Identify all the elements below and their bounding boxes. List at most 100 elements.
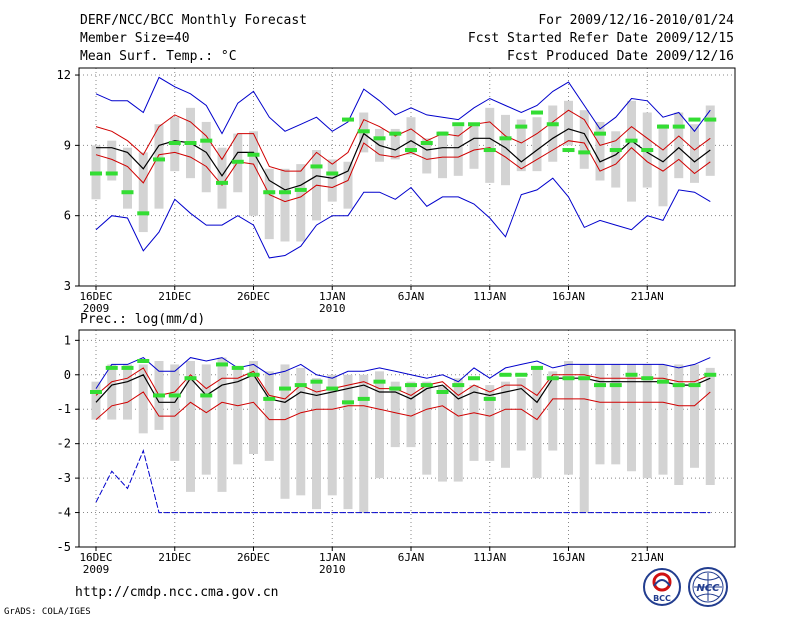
x-tick-label: 26DEC: [237, 551, 270, 564]
ensemble-box: [501, 114, 510, 186]
observed-marker: [326, 386, 339, 391]
ensemble-box: [201, 364, 211, 475]
lower-spread-line: [95, 391, 711, 421]
y-tick-label: 3: [64, 279, 71, 293]
observed-marker: [357, 129, 370, 134]
x-tick-label: 21DEC: [158, 290, 191, 303]
precip-panel-title: Prec.: log(mm/d): [80, 312, 205, 327]
temp-panel-title: Mean Surf. Temp.: °C: [80, 49, 237, 64]
x-tick-label: 21JAN: [631, 290, 664, 303]
ensemble-box: [438, 131, 447, 179]
observed-marker: [531, 365, 543, 370]
ensemble-box: [406, 117, 416, 155]
observed-marker: [342, 400, 354, 405]
ensemble-box: [485, 385, 495, 461]
observed-marker: [373, 379, 386, 384]
upper-spread-line: [95, 109, 711, 172]
ensemble-box: [579, 364, 589, 513]
x-tick-label: 1JAN: [319, 290, 346, 303]
ensemble-box: [469, 124, 479, 169]
x-tick-label: 11JAN: [473, 290, 506, 303]
ensemble-box: [658, 124, 668, 207]
observed-marker: [625, 138, 638, 143]
y-tick-label: 6: [64, 209, 71, 223]
observed-marker: [452, 383, 465, 388]
y-tick-label: 0: [64, 368, 71, 382]
ensemble-box: [406, 381, 416, 448]
ensemble-box: [107, 140, 117, 181]
ensemble-box: [564, 361, 573, 475]
observed-marker: [420, 141, 433, 146]
ensemble-box: [249, 131, 258, 216]
member-size-label: Member Size=40: [80, 31, 190, 46]
ensemble-box: [264, 371, 274, 461]
x-tick-label: 1JAN: [319, 551, 346, 564]
x-tick-label: 6JAN: [398, 290, 425, 303]
min-line: [95, 177, 711, 259]
observed-marker: [310, 379, 323, 384]
ensemble-box: [264, 168, 274, 240]
ensemble-box: [548, 371, 558, 451]
observed-marker: [137, 359, 150, 363]
x-tick-label: 6JAN: [398, 551, 425, 564]
observed-marker: [672, 383, 685, 388]
observed-marker: [263, 190, 276, 195]
observed-marker: [389, 386, 402, 391]
observed-marker: [436, 131, 449, 136]
ensemble-box: [296, 367, 306, 496]
ensemble-box: [201, 121, 211, 193]
y-tick-label: -5: [57, 540, 71, 554]
observed-marker: [279, 190, 291, 195]
upper-spread-line: [95, 367, 711, 400]
observed-marker: [657, 124, 669, 129]
observed-marker: [200, 393, 213, 398]
observed-marker: [609, 383, 622, 388]
ensemble-box: [312, 378, 321, 510]
ensemble-box: [375, 371, 384, 479]
x-tick-label: 26DEC: [237, 290, 270, 303]
observed-marker: [468, 376, 480, 381]
observed-marker: [216, 362, 228, 367]
ncc-logo-text: NCC: [696, 583, 720, 594]
observed-marker: [137, 211, 150, 216]
ensemble-box: [422, 381, 432, 475]
observed-marker: [641, 376, 654, 381]
observed-marker: [499, 136, 512, 141]
observed-marker: [609, 148, 622, 153]
observed-marker: [153, 157, 165, 162]
observed-marker: [294, 187, 307, 192]
observed-marker: [168, 141, 181, 146]
observed-marker: [231, 365, 244, 370]
period-label: For 2009/12/16-2010/01/24: [538, 13, 734, 28]
ensemble-box: [485, 107, 495, 183]
bcc-logo: BCC: [643, 568, 681, 606]
x-tick-sublabel: 2010: [319, 302, 346, 315]
observed-marker: [231, 159, 244, 164]
ensemble-box: [123, 364, 132, 420]
observed-marker: [499, 372, 512, 377]
source-url: http://cmdp.ncc.cma.gov.cn: [75, 585, 279, 600]
ensemble-box: [438, 385, 447, 482]
y-tick-label: -1: [57, 402, 71, 416]
observed-marker: [672, 124, 685, 129]
observed-marker: [90, 171, 102, 176]
observed-marker: [483, 148, 496, 153]
ensemble-mean-line: [95, 374, 711, 404]
observed-marker: [184, 376, 197, 381]
observed-marker: [531, 110, 543, 115]
ensemble-box: [217, 357, 227, 492]
ensemble-box: [674, 112, 684, 179]
ensemble-box: [469, 385, 479, 461]
ensemble-box: [658, 364, 668, 475]
observed-marker: [184, 141, 197, 146]
observed-marker: [704, 372, 717, 377]
ensemble-box: [579, 110, 589, 169]
observed-marker: [578, 376, 591, 381]
ensemble-box: [705, 105, 715, 176]
observed-marker: [294, 383, 307, 388]
observed-marker: [405, 383, 417, 388]
x-tick-label: 11JAN: [473, 551, 506, 564]
ensemble-box: [564, 100, 573, 146]
figure-title: DERF/NCC/BCC Monthly Forecast: [80, 13, 307, 28]
observed-marker: [436, 390, 449, 394]
